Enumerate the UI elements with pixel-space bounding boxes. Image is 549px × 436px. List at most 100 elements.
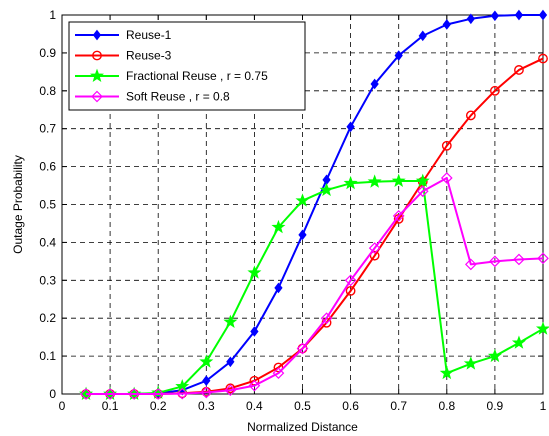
y-tick-label: 0.8 <box>39 84 56 98</box>
y-tick-label: 0 <box>49 387 56 401</box>
data-point <box>225 383 236 394</box>
data-point <box>513 253 525 266</box>
data-point <box>346 121 355 133</box>
legend-swatch-marker <box>89 68 105 82</box>
x-tick-label: 1 <box>540 399 547 413</box>
y-tick-label: 1 <box>49 8 56 22</box>
x-tick-label: 0 <box>59 399 66 413</box>
x-tick-label: 0.7 <box>390 399 407 413</box>
x-tick-label: 0.1 <box>102 399 119 413</box>
data-point <box>345 286 356 296</box>
data-point <box>463 356 478 370</box>
data-point <box>442 19 451 30</box>
legend-item: Soft Reuse , r = 0.8 <box>75 90 230 104</box>
data-point <box>367 174 382 188</box>
data-point <box>392 210 405 222</box>
legend-label: Fractional Reuse , r = 0.75 <box>126 69 268 83</box>
data-point <box>368 242 381 254</box>
data-point <box>128 388 140 400</box>
legend-swatch-marker <box>92 29 102 41</box>
data-point <box>489 85 500 96</box>
data-point <box>489 255 501 268</box>
data-point <box>418 30 427 42</box>
y-tick-label: 0.5 <box>39 198 56 212</box>
legend-label: Soft Reuse , r = 0.8 <box>126 90 230 104</box>
x-tick-label: 0.4 <box>246 399 263 413</box>
y-tick-label: 0.2 <box>39 311 56 325</box>
data-point <box>176 387 189 400</box>
x-tick-label: 0.2 <box>150 399 167 413</box>
data-point <box>296 342 309 355</box>
legend: Reuse-1 Reuse-3 Fractional Reuse , r = 0.7… <box>68 21 306 111</box>
data-point <box>415 173 430 187</box>
data-point <box>441 140 452 151</box>
data-point <box>202 375 211 387</box>
legend-item: Fractional Reuse , r = 0.75 <box>75 68 268 83</box>
data-point <box>465 110 476 121</box>
data-point <box>226 356 235 368</box>
data-point <box>514 65 524 75</box>
legend-item: Reuse-1 <box>75 28 172 42</box>
data-point <box>511 335 526 349</box>
data-point <box>465 258 477 271</box>
data-point <box>440 172 453 184</box>
data-point <box>272 367 285 380</box>
data-point <box>200 386 213 399</box>
data-point <box>250 326 259 337</box>
y-tick-label: 0.9 <box>39 46 56 60</box>
data-point <box>391 173 406 187</box>
data-point <box>369 250 380 261</box>
data-point <box>152 388 165 400</box>
data-point <box>199 354 214 368</box>
data-point <box>271 219 286 234</box>
data-point <box>224 384 237 397</box>
data-point <box>487 348 502 363</box>
legend-swatch-marker <box>91 90 103 103</box>
data-point <box>514 9 524 21</box>
x-tick-label: 0.8 <box>438 399 455 413</box>
data-point <box>104 388 116 400</box>
data-point <box>295 193 310 207</box>
data-point <box>370 78 379 90</box>
y-axis-label: Outage Probability <box>11 155 25 254</box>
data-point <box>247 265 262 279</box>
x-axis-label: Normalized Distance <box>247 420 358 434</box>
data-point <box>248 379 261 392</box>
series-4 <box>80 172 549 400</box>
data-point <box>537 252 549 265</box>
x-tick-label: 0.5 <box>294 399 311 413</box>
data-point <box>416 185 429 198</box>
data-point <box>320 312 333 325</box>
data-point <box>274 282 283 294</box>
y-tick-label: 0.1 <box>39 349 56 363</box>
data-point <box>538 9 548 21</box>
data-point <box>439 365 454 380</box>
series-line <box>86 176 544 395</box>
data-point <box>490 10 500 22</box>
y-tick-label: 0.7 <box>39 122 56 136</box>
legend-box <box>68 21 306 111</box>
x-tick-label: 0.6 <box>342 399 359 413</box>
data-point <box>223 314 238 328</box>
legend-swatch-marker <box>92 50 102 61</box>
data-point <box>151 385 166 399</box>
data-point <box>298 229 307 241</box>
series-layer <box>79 9 549 400</box>
data-point <box>466 13 475 25</box>
x-tick-label: 0.3 <box>198 399 215 413</box>
y-tick-label: 0.3 <box>39 273 56 287</box>
data-point <box>394 50 403 61</box>
legend-item: Reuse-3 <box>75 49 172 63</box>
data-point <box>80 388 92 400</box>
legend-label: Reuse-3 <box>126 49 172 63</box>
y-tick-label: 0.6 <box>39 160 56 174</box>
y-tick-label: 0.4 <box>39 235 56 249</box>
legend-label: Reuse-1 <box>126 28 172 42</box>
data-point <box>538 53 548 64</box>
data-point <box>535 321 549 335</box>
data-point <box>344 274 357 287</box>
data-point <box>319 182 334 197</box>
data-point <box>343 175 358 190</box>
x-tick-label: 0.9 <box>487 399 504 413</box>
